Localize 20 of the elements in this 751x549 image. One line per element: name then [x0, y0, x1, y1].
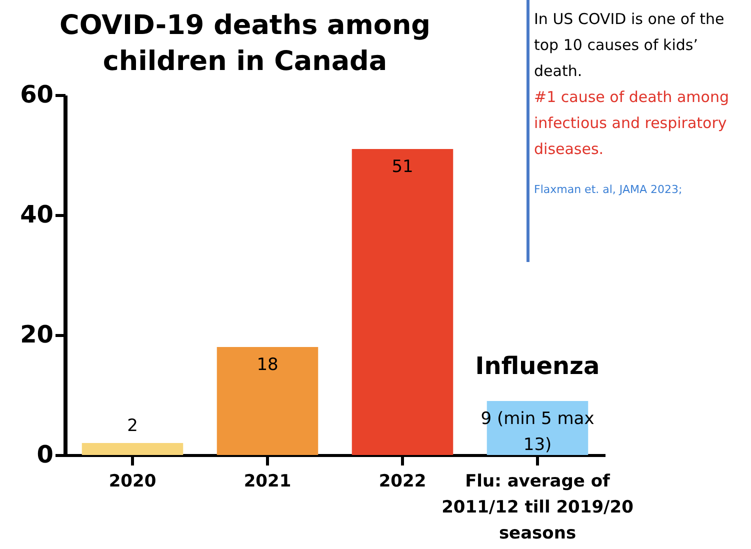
y-tick-label: 0 — [36, 440, 54, 468]
data-label: 9 (min 5 max 13) — [480, 409, 594, 455]
text: In US COVID is one of the top 10 causes of kids’ death. — [534, 10, 724, 80]
y-tick-label: 60 — [20, 80, 54, 108]
annotation: Flaxman et. al, JAMA 2023; — [534, 183, 682, 196]
x-tick-label: Flu: average of 2011/12 till 2019/20 seasons — [442, 472, 634, 544]
data-label: 51 — [392, 157, 414, 177]
bar — [216, 347, 318, 455]
bar — [352, 149, 454, 455]
bar — [82, 443, 184, 455]
x-tick-label: 2022 — [378, 472, 426, 492]
y-tick-label: 20 — [20, 320, 54, 348]
chart-title: COVID-19 deaths among children in Canada — [60, 10, 430, 77]
annotation: Influenza — [475, 352, 600, 380]
data-label: 2 — [127, 416, 138, 436]
x-tick-label: 2020 — [108, 472, 156, 492]
annotation: #1 cause of death among infectious and respiratory diseases. — [534, 88, 729, 158]
x-tick-label: 2021 — [244, 472, 292, 492]
data-label: 18 — [256, 355, 278, 375]
y-tick-label: 40 — [20, 200, 54, 228]
